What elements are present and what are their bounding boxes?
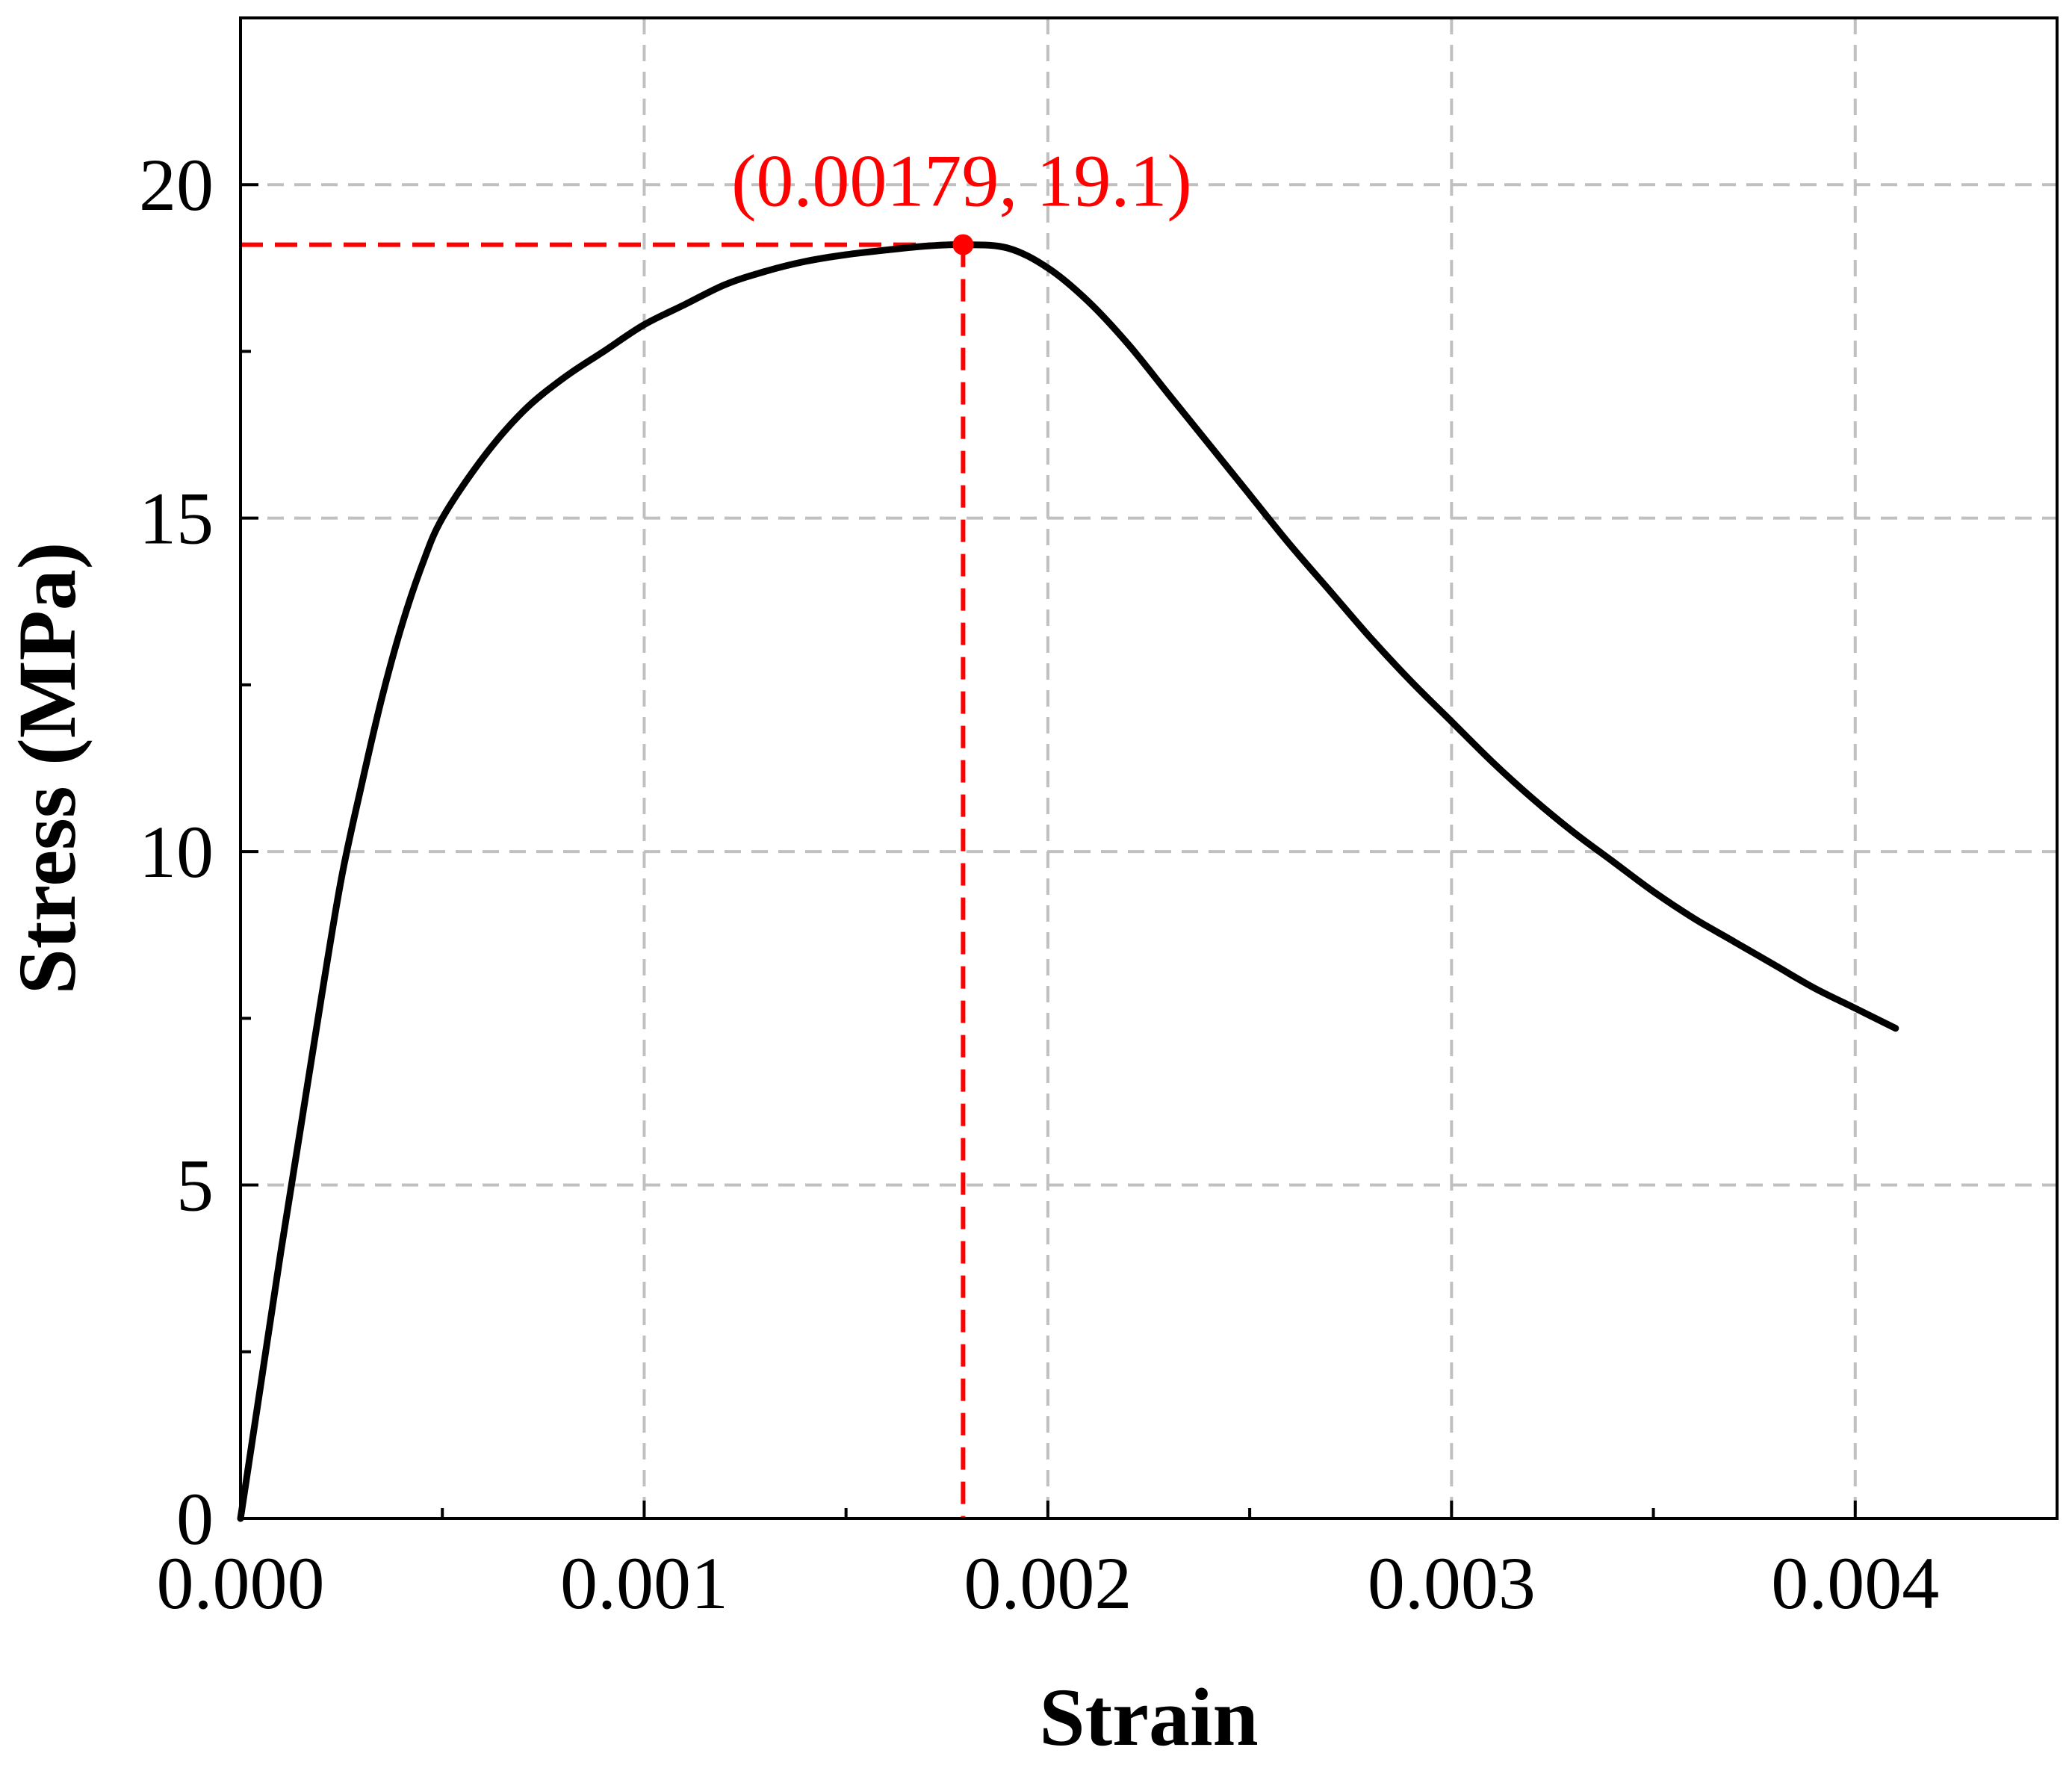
y-tick-label-2: 10 [139, 810, 214, 893]
peak-annotation: (0.00179, 19.1) [731, 140, 1192, 255]
x-axis-title: Strain [1039, 1672, 1258, 1763]
y-tick-labels: 0 5 10 15 20 [139, 143, 214, 1560]
grid [241, 18, 2057, 1519]
x-tick-label-1: 0.001 [560, 1542, 728, 1625]
y-tick-label-3: 15 [139, 477, 214, 560]
axes [239, 16, 2059, 1520]
y-tick-label-1: 5 [176, 1144, 214, 1227]
peak-marker [952, 234, 974, 255]
peak-reference-lines [241, 242, 966, 1519]
plot-frame [239, 16, 2059, 1520]
x-tick-label-3: 0.003 [1368, 1542, 1536, 1625]
y-tick-label-0: 0 [176, 1477, 214, 1560]
series-layer [237, 241, 1899, 1522]
y-axis-title: Stress (MPa) [1, 542, 93, 995]
tick-marks [239, 183, 1857, 1520]
stress-strain-curve-0 [237, 241, 1899, 1522]
x-tick-label-2: 0.002 [964, 1542, 1132, 1625]
y-tick-label-4: 20 [139, 143, 214, 226]
peak-label: (0.00179, 19.1) [731, 140, 1192, 223]
x-tick-label-4: 0.004 [1771, 1542, 1939, 1625]
x-tick-labels: 0.000 0.001 0.002 0.003 0.004 [157, 1542, 1940, 1625]
x-tick-label-0: 0.000 [157, 1542, 325, 1625]
